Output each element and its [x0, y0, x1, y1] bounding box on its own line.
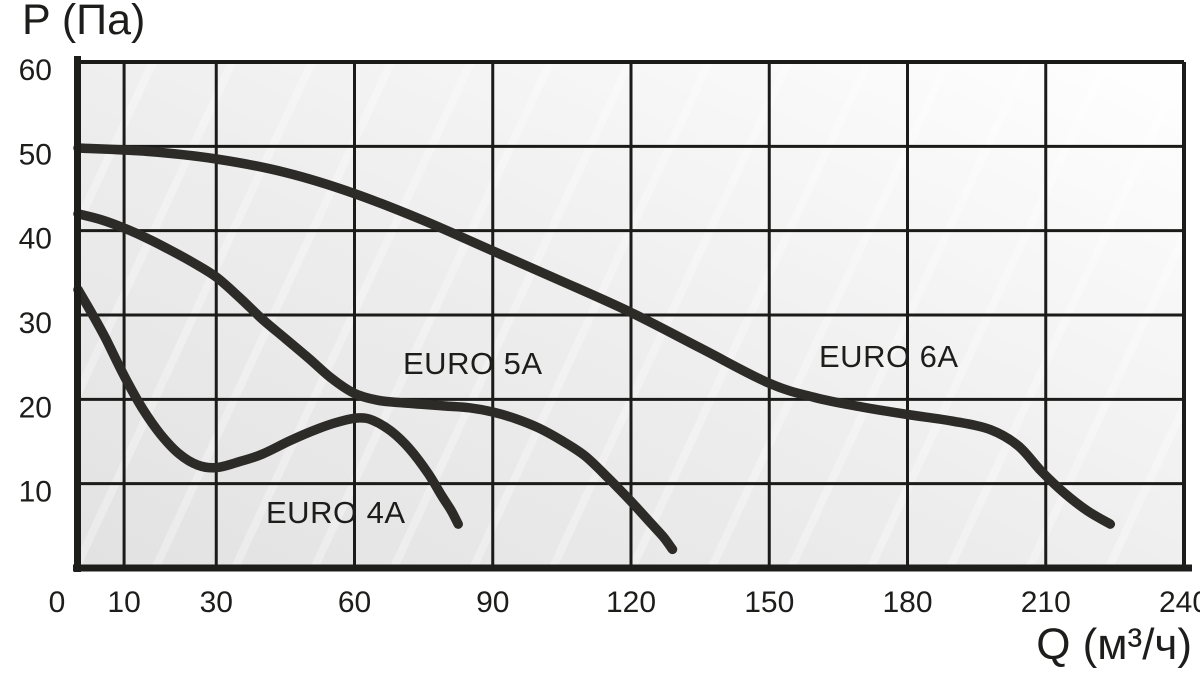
- curve-label-euro-4a: EURO 4A: [266, 495, 406, 530]
- x-tick-label-150: 150: [744, 586, 794, 619]
- curve-euro-4a: [73, 284, 463, 529]
- x-tick-label-180: 180: [882, 586, 932, 619]
- curve-label-euro-6a: EURO 6A: [819, 339, 959, 374]
- y-tick-label-20: 20: [19, 391, 52, 424]
- curve-label-euro-5a: EURO 5A: [403, 346, 543, 381]
- x-tick-label-30: 30: [200, 586, 233, 619]
- y-tick-label-50: 50: [19, 138, 52, 171]
- y-tick-label-40: 40: [19, 223, 52, 256]
- x-axis-title: Q (м³/ч): [1036, 620, 1192, 669]
- x-tick-label-60: 60: [338, 586, 371, 619]
- x-tick-label-90: 90: [476, 586, 509, 619]
- x-tick-label-0: 0: [49, 586, 66, 619]
- curve-euro-6a: [73, 143, 1116, 529]
- x-tick-label-120: 120: [606, 586, 656, 619]
- y-tick-label-30: 30: [19, 307, 52, 340]
- curve-euro-5a: [73, 209, 678, 555]
- x-tick-label-210: 210: [1021, 586, 1071, 619]
- y-tick-label-60: 60: [19, 54, 52, 87]
- y-axis-title: P (Па): [22, 0, 146, 44]
- y-tick-label-10: 10: [19, 476, 52, 509]
- x-tick-label-10: 10: [107, 586, 140, 619]
- x-tick-label-240: 240: [1159, 586, 1200, 619]
